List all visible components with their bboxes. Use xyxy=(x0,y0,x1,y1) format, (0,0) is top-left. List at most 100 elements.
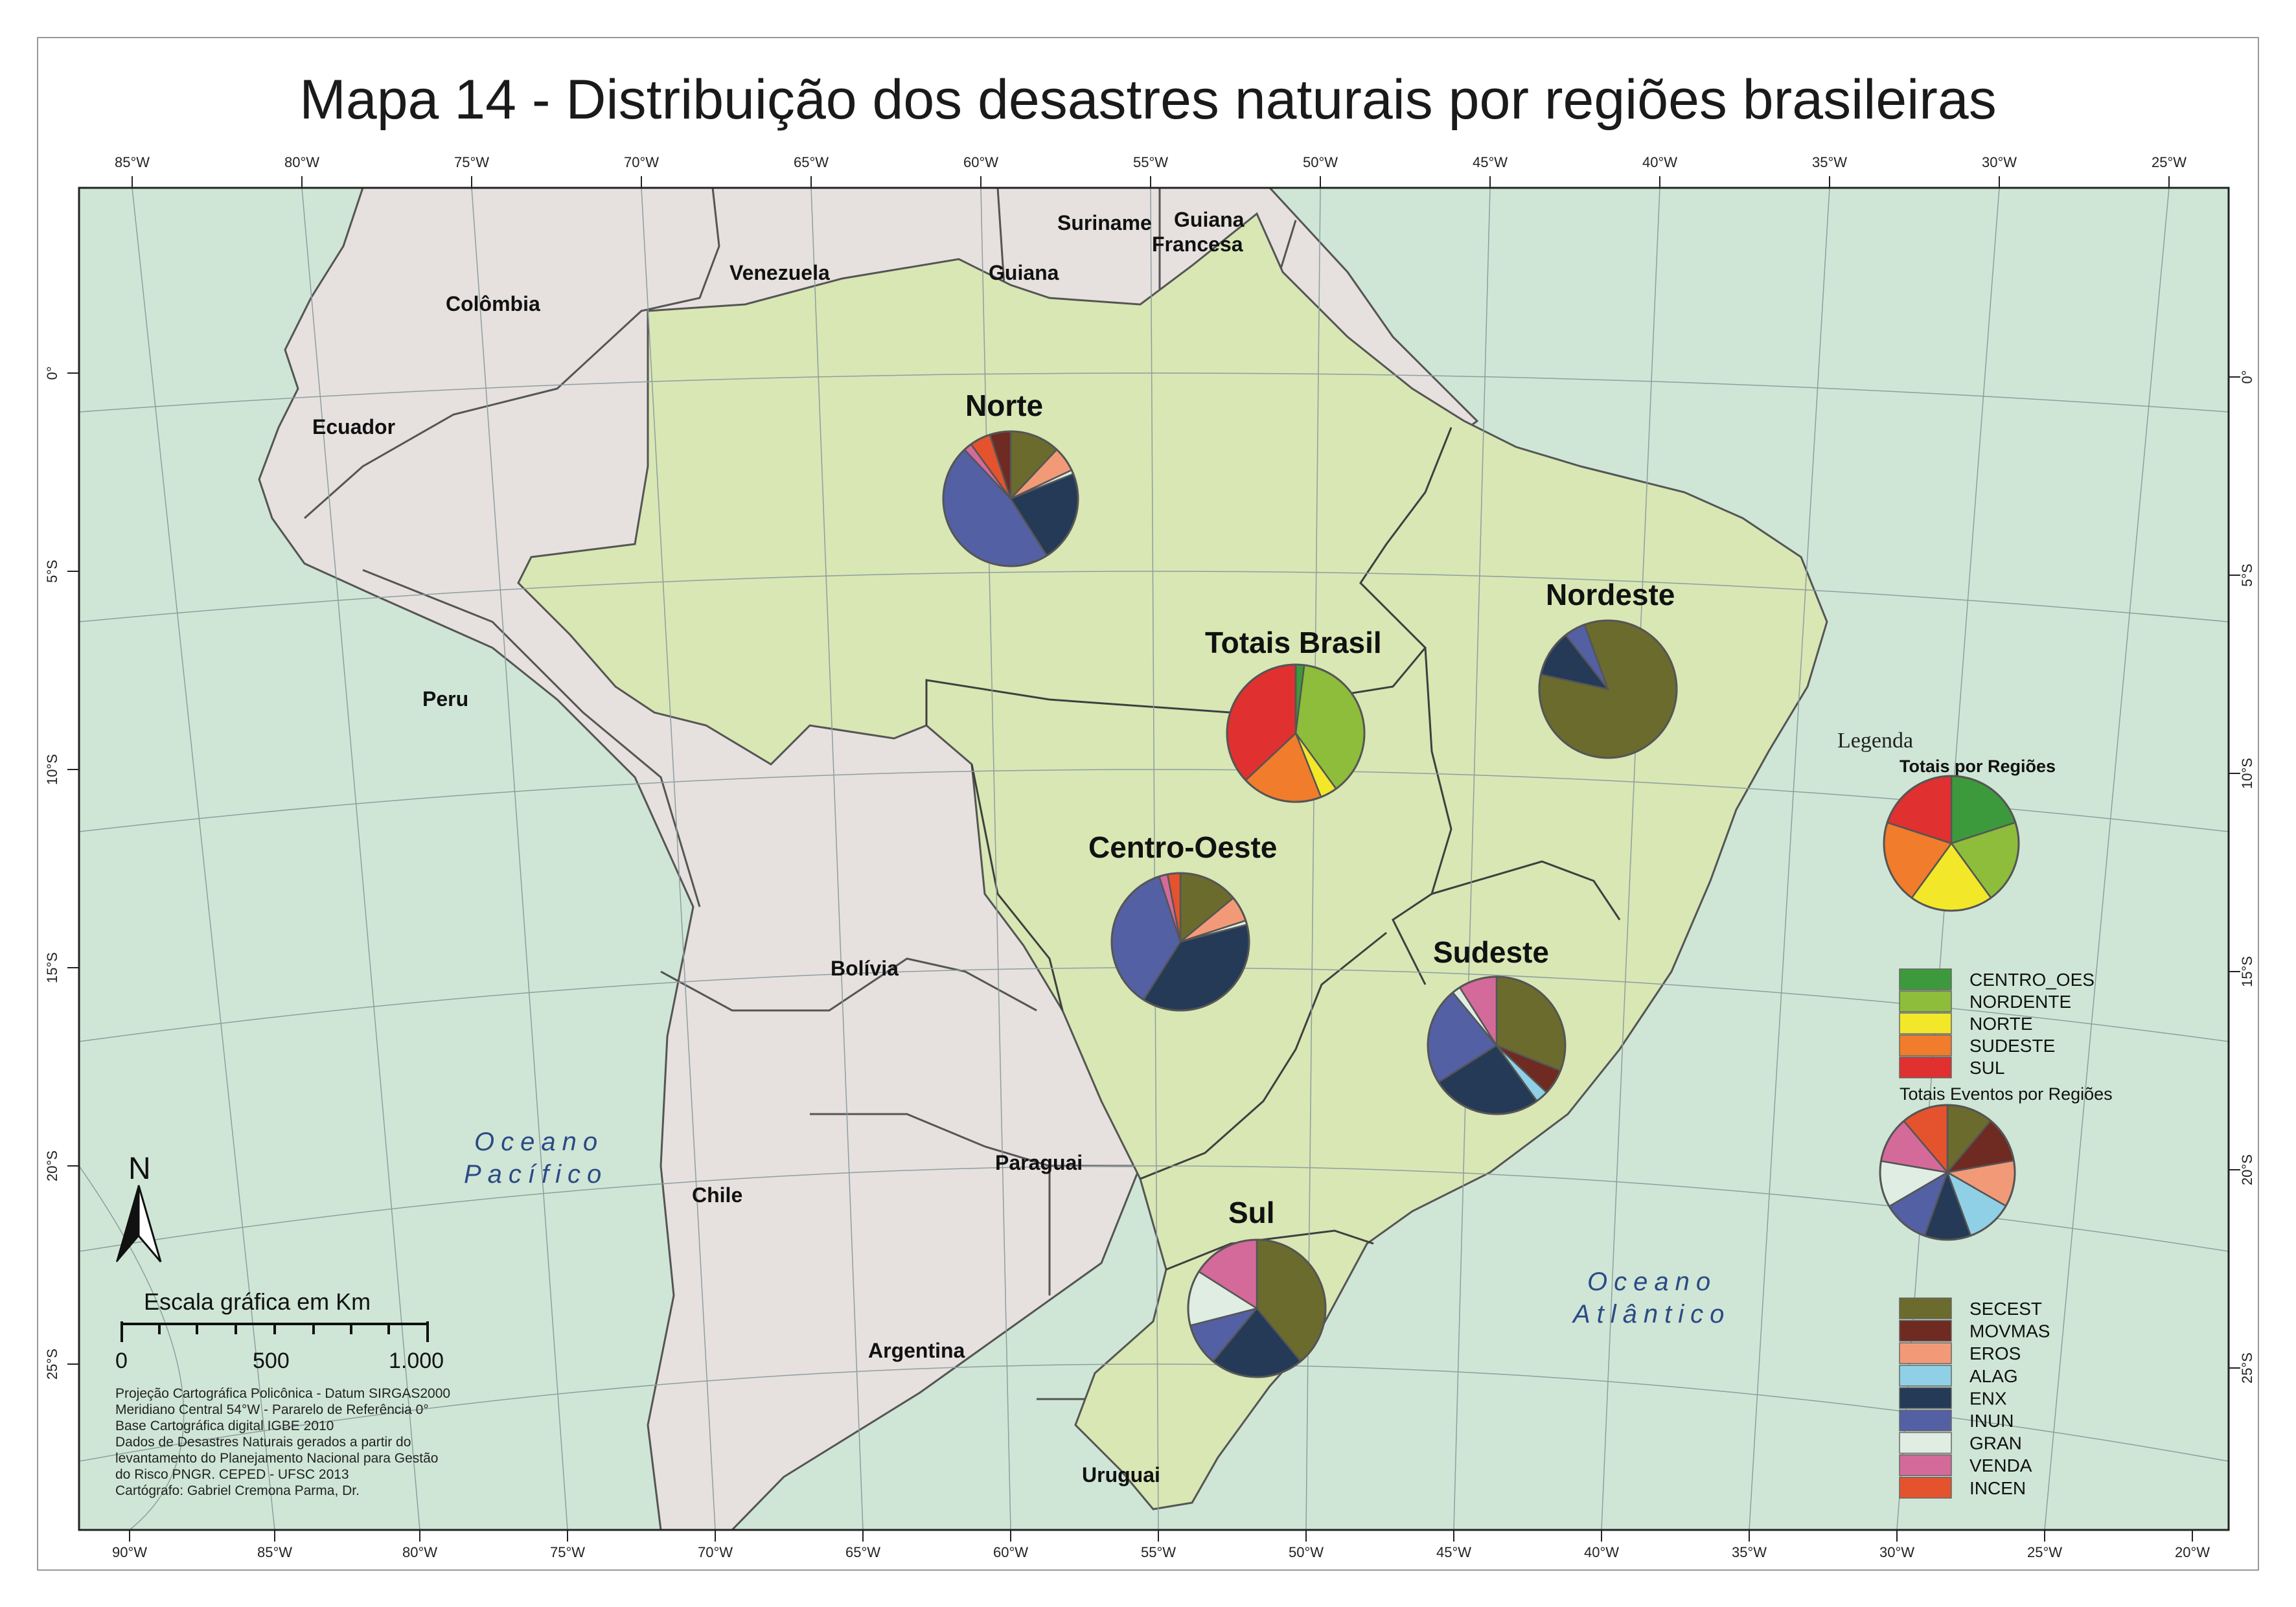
label-paraguai: Paraguai xyxy=(995,1151,1083,1174)
label-region-norte: Norte xyxy=(965,389,1043,422)
scale-label-0: 0 xyxy=(115,1349,128,1373)
top-lon-label: 60°W xyxy=(963,154,998,170)
legend-swatch-eros xyxy=(1899,1342,1952,1364)
note-line: Meridiano Central 54°W - Pararelo de Ref… xyxy=(115,1402,429,1417)
lat-label-right: 25°S xyxy=(2239,1352,2255,1384)
legend-label-enx: ENX xyxy=(1969,1388,2007,1408)
legend-swatch-inun xyxy=(1899,1409,1952,1431)
legend-label-movmas: MOVMAS xyxy=(1969,1321,2050,1341)
top-lon-label: 75°W xyxy=(454,154,489,170)
pie-totais-brasil xyxy=(1226,663,1366,803)
lat-label-left: 10°S xyxy=(44,754,60,785)
label-colombia: Colômbia xyxy=(446,292,540,315)
legend-swatch-venda xyxy=(1899,1454,1952,1476)
north-arrow: N xyxy=(116,1152,162,1262)
legend-label-secest: SECEST xyxy=(1969,1299,2042,1319)
lat-label-left: 0° xyxy=(44,366,60,380)
label-region-sul: Sul xyxy=(1228,1196,1275,1229)
legend-title: Legenda xyxy=(1837,729,1913,753)
lat-label-left: 20°S xyxy=(44,1150,60,1181)
label-oceano-atlantico-1: Oceano xyxy=(1587,1268,1717,1296)
legend-swatch-sudeste xyxy=(1899,1034,1952,1056)
label-peru: Peru xyxy=(422,687,468,711)
bottom-lon-label: 30°W xyxy=(1879,1544,1914,1560)
label-oceano-pacifico-2: Pacífico xyxy=(464,1160,608,1189)
pie-nordeste xyxy=(1538,619,1678,759)
bottom-lon-label: 85°W xyxy=(257,1544,292,1560)
top-lon-label: 45°W xyxy=(1473,154,1508,170)
legend-swatch-enx xyxy=(1899,1387,1952,1409)
legend-label-gran: GRAN xyxy=(1969,1433,2022,1453)
legend-label-norte: NORTE xyxy=(1969,1014,2033,1034)
top-lon-label: 70°W xyxy=(624,154,659,170)
lat-label-right: 15°S xyxy=(2239,956,2255,987)
note-line: Base Cartográfica digital IGBE 2010 xyxy=(115,1419,334,1433)
scale-bar: Escala gráfica em Km 0 500 1.000 xyxy=(115,1288,444,1373)
scale-label-500: 500 xyxy=(253,1349,290,1373)
legend-label-sul: SUL xyxy=(1969,1058,2004,1078)
top-lon-label: 30°W xyxy=(1982,154,2017,170)
legend-regions-title: Totais por Regiões xyxy=(1900,757,2056,776)
legend-swatch-movmas xyxy=(1899,1319,1952,1342)
label-region-totais: Totais Brasil xyxy=(1205,626,1382,659)
pie-legend-totais-regioes xyxy=(1883,775,2020,912)
label-ecuador: Ecuador xyxy=(312,415,395,439)
note-line: Dados de Desastres Naturais gerados a pa… xyxy=(115,1435,411,1450)
note-line: levantamento do Planejamento Nacional pa… xyxy=(115,1451,438,1466)
legend-label-centro-oes: CENTRO_OES xyxy=(1969,970,2095,990)
coordinate-ticks xyxy=(67,176,2240,1542)
latitude-labels: 0° 0° 5°S 5°S 10°S 10°S 15°S 15°S 20°S 20°S 25°S 25… xyxy=(44,366,2255,1384)
label-venezuela: Venezuela xyxy=(729,261,830,284)
pie-centro-oeste xyxy=(1110,872,1250,1012)
label-chile: Chile xyxy=(692,1183,742,1207)
lat-label-left: 5°S xyxy=(44,560,60,583)
legend-swatch-centro-oes xyxy=(1899,968,1952,990)
note-line: Cartógrafo: Gabriel Cremona Parma, Dr. xyxy=(115,1483,360,1498)
label-guiana-francesa-2: Francesa xyxy=(1152,233,1243,256)
label-region-nordeste: Nordeste xyxy=(1546,578,1675,611)
label-guiana: Guiana xyxy=(989,261,1059,284)
lat-label-left: 15°S xyxy=(44,952,60,983)
top-lon-label: 65°W xyxy=(794,154,829,170)
top-lon-label: 50°W xyxy=(1303,154,1338,170)
label-uruguai: Uruguai xyxy=(1082,1463,1160,1487)
legend: Legenda Totais por Regiões CENTRO_OESNOR… xyxy=(1837,729,2113,1499)
label-region-sudeste: Sudeste xyxy=(1433,935,1549,969)
bottom-lon-label: 35°W xyxy=(1732,1544,1767,1560)
page-border xyxy=(37,37,2259,1571)
bottom-lon-label: 55°W xyxy=(1141,1544,1176,1560)
map-frame xyxy=(78,187,2230,1531)
label-region-centro-oeste: Centro-Oeste xyxy=(1088,830,1277,864)
legend-label-incen: INCEN xyxy=(1969,1478,2026,1498)
scale-label-1000: 1.000 xyxy=(389,1349,444,1373)
brazil-landmass xyxy=(517,212,1828,1510)
label-oceano-pacifico-1: Oceano xyxy=(474,1128,604,1156)
legend-swatch-nordente xyxy=(1899,990,1952,1012)
lat-label-right: 20°S xyxy=(2239,1154,2255,1185)
legend-swatch-gran xyxy=(1899,1431,1952,1454)
map-notes: Projeção Cartográfica Policônica - Datum… xyxy=(115,1386,450,1498)
scale-title: Escala gráfica em Km xyxy=(144,1288,371,1315)
lat-label-right: 5°S xyxy=(2239,564,2255,587)
legend-label-venda: VENDA xyxy=(1969,1455,2032,1476)
bottom-longitude-labels: 90°W 85°W 80°W 75°W 70°W 65°W 60°W 55°W 50°W 45°W… xyxy=(112,1544,2210,1560)
top-lon-label: 25°W xyxy=(2152,154,2187,170)
bottom-lon-label: 70°W xyxy=(698,1544,733,1560)
pie-sudeste xyxy=(1427,975,1567,1115)
top-lon-label: 80°W xyxy=(284,154,319,170)
top-lon-label: 35°W xyxy=(1812,154,1847,170)
bottom-lon-label: 45°W xyxy=(1436,1544,1471,1560)
region-borders xyxy=(925,427,1621,1271)
label-guiana-francesa-1: Guiana xyxy=(1174,208,1245,231)
legend-label-inun: INUN xyxy=(1969,1411,2014,1431)
label-bolivia: Bolívia xyxy=(831,957,899,980)
label-argentina: Argentina xyxy=(868,1339,965,1362)
bottom-lon-label: 20°W xyxy=(2175,1544,2210,1560)
note-line: do Risco PNGR. CEPED - UFSC 2013 xyxy=(115,1467,349,1482)
bottom-lon-label: 25°W xyxy=(2027,1544,2062,1560)
bottom-lon-label: 80°W xyxy=(402,1544,437,1560)
label-suriname: Suriname xyxy=(1057,211,1152,234)
